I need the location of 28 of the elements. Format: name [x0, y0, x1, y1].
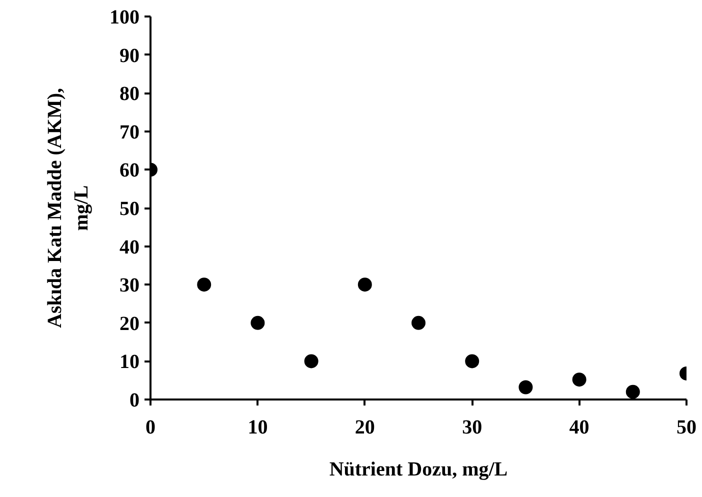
point — [518, 380, 533, 394]
y-tick-label: 30 — [120, 274, 140, 297]
point — [197, 278, 212, 292]
y-tick-label: 90 — [120, 44, 140, 67]
x-tick-label: 0 — [146, 416, 156, 438]
y-tick-label: 60 — [120, 160, 140, 182]
point — [304, 354, 318, 368]
x-tick-label: 20 — [354, 416, 375, 438]
point — [572, 372, 586, 387]
y-tick-label: 0 — [130, 390, 140, 412]
x-axis-title: Nütrient Dozu, mg/L — [329, 458, 508, 480]
point — [412, 316, 426, 330]
y-tick-label: 20 — [120, 312, 140, 335]
point — [250, 316, 265, 330]
point — [358, 278, 372, 292]
y-tick-label: 50 — [120, 198, 140, 220]
y-tick-label: 100 — [110, 6, 140, 28]
point — [465, 354, 480, 368]
x-tick-label: 10 — [248, 416, 268, 438]
x-tick-label: 50 — [676, 416, 696, 438]
y-tick-label: 10 — [120, 351, 140, 374]
y-tick-label: 80 — [120, 83, 140, 106]
y-tick-label: 70 — [120, 121, 140, 144]
x-tick-label: 40 — [569, 416, 590, 438]
y-tick-label: 40 — [120, 236, 140, 258]
point — [626, 384, 640, 399]
x-tick-label: 30 — [462, 416, 482, 438]
y-axis-title: Askıda Katı Madde (AKM), mg/L — [44, 88, 92, 328]
